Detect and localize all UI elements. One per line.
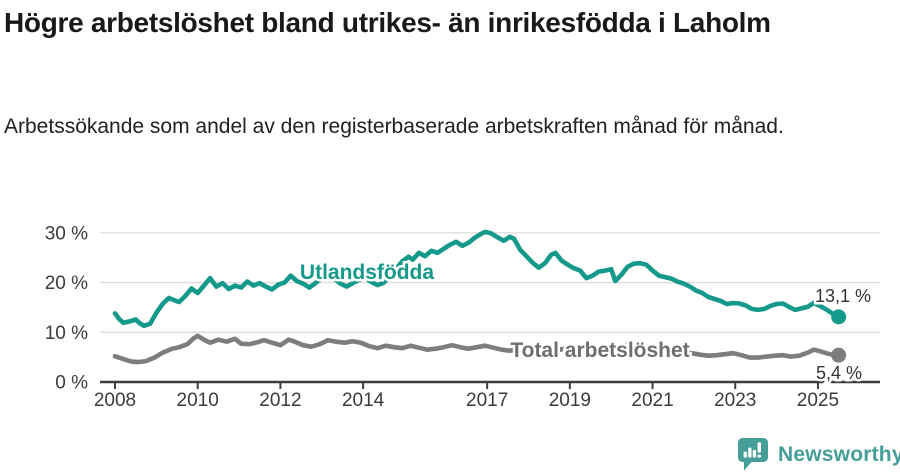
y-axis-tick-label: 0 % xyxy=(55,373,88,394)
chart-subtitle: Arbetssökande som andel av den registerb… xyxy=(4,115,784,138)
x-axis-tick-label: 2021 xyxy=(631,390,673,411)
x-axis-tick-label: 2025 xyxy=(797,390,839,411)
x-axis-tick-label: 2012 xyxy=(259,390,301,411)
series-end-dot-total xyxy=(831,347,847,363)
line-chart: 0 % 10 % 20 % 30 % 2008 2010 2012 2014 2017 2019 2… xyxy=(45,223,880,411)
y-axis-tick-label: 30 % xyxy=(45,223,88,244)
x-axis-tick-label: 2017 xyxy=(466,390,508,411)
x-axis-tick-label: 2008 xyxy=(94,390,136,411)
series-end-value-total: 5,4 % xyxy=(816,363,862,383)
series-line-total xyxy=(112,333,841,365)
brand-link[interactable]: Newsworthy xyxy=(737,437,900,472)
x-axis-tick-label: 2014 xyxy=(342,390,385,411)
x-axis-tick-label: 2010 xyxy=(177,390,219,411)
brand-name: Newsworthy xyxy=(778,442,900,466)
series-name-label-total: Total arbetslöshet xyxy=(510,339,689,362)
page-title: Högre arbetslöshet bland utrikes- än inr… xyxy=(4,7,771,38)
y-axis-tick-label: 10 % xyxy=(45,323,88,344)
x-axis-tick-label: 2023 xyxy=(714,390,756,411)
newsworthy-bubble-chart-icon xyxy=(737,437,770,472)
y-axis-tick-label: 20 % xyxy=(45,273,88,294)
series-end-value-utlandsfodda: 13,1 % xyxy=(815,286,871,306)
series-name-label-utlandsfodda: Utlandsfödda xyxy=(300,261,434,284)
x-axis-tick-label: 2019 xyxy=(549,390,591,411)
series-line-utlandsfodda xyxy=(112,229,841,329)
series-end-dot-utlandsfodda xyxy=(831,309,847,325)
